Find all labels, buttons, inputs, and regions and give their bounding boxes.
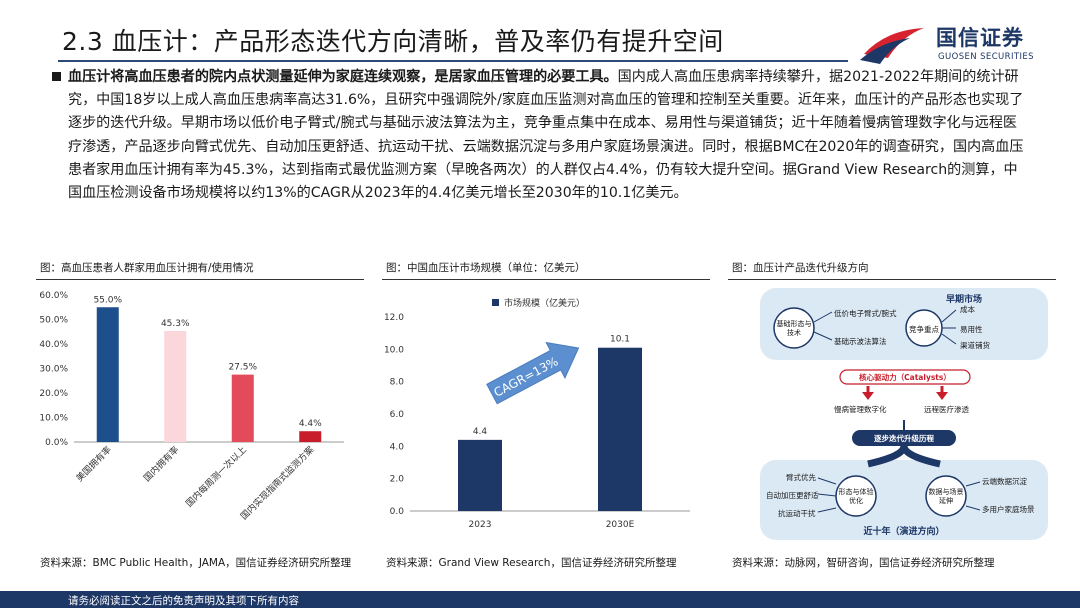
bullet-square-icon xyxy=(52,72,61,81)
diagram-top-right-circle: 竞争重点 xyxy=(909,325,939,334)
bar-1 xyxy=(164,331,187,442)
iteration-diagram: 早期市场 基础形态与技术 低价电子臂式/腕式 基础示波法算法 竞争重点 成本 易… xyxy=(756,286,1052,544)
logo-name-en: GUOSEN SECURITIES xyxy=(938,52,1034,62)
diagram-bottom-left-item-2: 自动加压更舒适 xyxy=(766,491,819,500)
diagram-top-title: 早期市场 xyxy=(946,295,983,305)
legend-swatch xyxy=(492,299,499,306)
y-tick-label: 10.0% xyxy=(39,414,68,424)
footer-disclaimer: 请务必阅读正文之后的免责声明及其项下所有内容 xyxy=(68,595,299,607)
ownership-bar-chart: 0.0% 10.0% 20.0% 30.0% 40.0% 50.0% 60.0% 55.0% 美… xyxy=(39,291,344,522)
diagram-bottom-left-item-1: 臂式优先 xyxy=(786,473,816,482)
bar-0 xyxy=(458,439,502,511)
y-tick-label: 40.0% xyxy=(39,340,68,350)
body-text: 国内成人高血压患病率持续攀升，据2021-2022年期间的统计研究，中国18岁以… xyxy=(68,69,1024,202)
bar-value-label: 27.5% xyxy=(228,363,257,373)
diagram-catalyst-right: 远程医疗渗透 xyxy=(924,405,969,414)
diagram-top-right-item-3: 渠道铺货 xyxy=(960,341,990,350)
legend-label: 市场规模（亿美元） xyxy=(504,297,585,309)
bar-value-label: 4.4% xyxy=(299,419,322,429)
x-tick-label: 2023 xyxy=(469,520,492,530)
bar-value-label: 4.4 xyxy=(473,427,488,437)
y-tick-label: 50.0% xyxy=(39,316,68,326)
bar-value-label: 45.3% xyxy=(161,319,190,329)
diagram-bottom-left-item-3: 抗运动干扰 xyxy=(778,509,816,518)
diagram-bottom-left-circle: 形态与体验优化 xyxy=(838,488,874,505)
bar-3 xyxy=(299,431,322,442)
y-tick-label: 0.0% xyxy=(45,438,68,448)
y-tick-label: 4.0 xyxy=(390,442,405,452)
diagram-bottom-right-circle: 数据与场景延伸 xyxy=(928,488,964,505)
diagram-catalyst: 核心驱动力（Catalysts） xyxy=(859,373,951,382)
figure2-source: 资料来源：Grand View Research，国信证券经济研究所整理 xyxy=(386,557,677,569)
logo-name-cn: 国信证券 xyxy=(936,26,1024,50)
figure1-caption: 图：高血压患者人群家用血压计拥有/使用情况 xyxy=(40,262,254,274)
bar-value-label: 55.0% xyxy=(93,295,122,305)
figure3-caption: 图：血压计产品迭代升级方向 xyxy=(732,262,869,274)
diagram-top-left-circle: 基础形态与技术 xyxy=(776,320,812,337)
y-tick-label: 0.0 xyxy=(390,507,405,517)
y-tick-label: 8.0 xyxy=(390,378,405,388)
body-paragraph: 血压计将高血压患者的院内点状测量延伸为家庭连续观察，是居家血压管理的必要工具。国… xyxy=(52,66,1028,205)
x-tick-label: 国内每周测一次以上 xyxy=(183,444,249,510)
y-tick-label: 10.0 xyxy=(384,345,404,355)
logo-mark-icon xyxy=(860,28,924,64)
figure2-caption: 图：中国血压计市场规模（单位：亿美元） xyxy=(386,262,586,274)
diagram-bottom-title: 近十年（演进方向） xyxy=(863,527,945,537)
diagram-top-right-item-2: 易用性 xyxy=(960,325,983,334)
cagr-arrow: CAGR=13% xyxy=(486,341,580,405)
diagram-top-left-item-1: 低价电子臂式/腕式 xyxy=(834,309,897,318)
x-tick-label: 2030E xyxy=(606,520,635,530)
title-divider xyxy=(58,60,848,62)
diagram-top-left-item-2: 基础示波法算法 xyxy=(834,337,887,346)
bar-2 xyxy=(231,374,254,442)
x-tick-label: 国内实现指南式监测方案 xyxy=(238,444,316,522)
y-tick-label: 12.0 xyxy=(384,313,404,323)
figure2-caption-rule xyxy=(382,279,710,280)
diagram-bottom-right-item-2: 多用户家庭场景 xyxy=(982,505,1035,514)
x-tick-label: 国内拥有率 xyxy=(141,444,181,484)
x-tick-label: 美国拥有率 xyxy=(74,444,114,484)
company-logo: 国信证券 GUOSEN SECURITIES xyxy=(858,22,1058,66)
y-tick-label: 60.0% xyxy=(39,291,68,301)
figure1-source: 资料来源：BMC Public Health，JAMA，国信证券经济研究所整理 xyxy=(40,557,352,569)
footer-bar: 请务必阅读正文之后的免责声明及其项下所有内容 xyxy=(0,591,1080,608)
diagram-bottom-right-item-1: 云端数据沉淀 xyxy=(982,477,1027,486)
diagram-background xyxy=(760,288,1048,540)
market-size-bar-chart: 0.0 2.0 4.0 6.0 8.0 10.0 12.0 市场规模（亿美元） 4.4 2023 1… xyxy=(384,297,690,530)
cagr-arrow-shape xyxy=(486,341,580,405)
y-tick-label: 2.0 xyxy=(390,475,405,485)
y-tick-label: 6.0 xyxy=(390,410,405,420)
diagram-path-label: 逐步迭代升级历程 xyxy=(874,434,934,443)
figure3-caption-rule xyxy=(728,279,1056,280)
y-tick-label: 30.0% xyxy=(39,365,68,375)
bar-1 xyxy=(598,347,642,511)
page-title: 2.3 血压计：产品形态迭代方向清晰，普及率仍有提升空间 xyxy=(62,27,724,56)
y-tick-label: 20.0% xyxy=(39,389,68,399)
diagram-catalyst-left: 慢病管理数字化 xyxy=(834,405,887,414)
body-lead-bold: 血压计将高血压患者的院内点状测量延伸为家庭连续观察，是居家血压管理的必要工具。 xyxy=(68,69,618,85)
bar-0 xyxy=(96,307,119,442)
figure3-source: 资料来源：动脉网，智研咨询，国信证券经济研究所整理 xyxy=(732,557,995,569)
diagram-top-right-item-1: 成本 xyxy=(960,305,975,314)
figure1-caption-rule xyxy=(36,279,364,280)
bar-value-label: 10.1 xyxy=(610,335,630,345)
